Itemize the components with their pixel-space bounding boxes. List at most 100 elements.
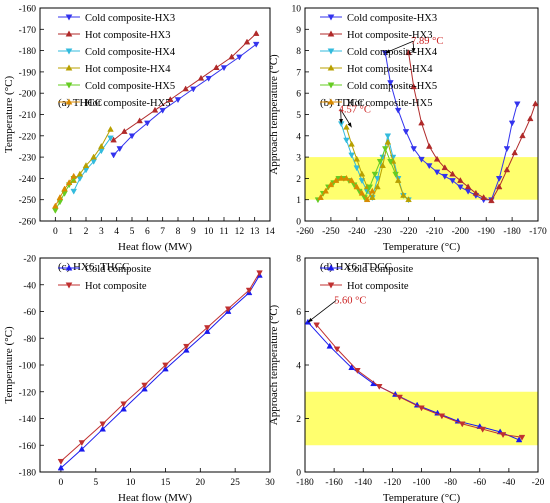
data-point-b-4 — [387, 159, 394, 165]
data-point-b-1 — [441, 164, 449, 171]
panel-b: -260 -250 -240 -230 -220 -210 -200 -190 -180 -170… — [268, 5, 547, 254]
y-tick-label: -220 — [19, 132, 37, 142]
data-point-d-1 — [479, 426, 486, 433]
data-point-b-1 — [480, 194, 487, 200]
data-point-a-1 — [121, 128, 128, 134]
data-point-a-0 — [205, 75, 212, 82]
x-axis-label: Heat flow (MW) — [118, 241, 192, 253]
y-tick-label: -80 — [23, 335, 36, 345]
data-point-b-3 — [379, 162, 386, 168]
data-point-b-0 — [457, 184, 464, 191]
data-point-d-1 — [313, 322, 320, 329]
data-point-c-0 — [203, 328, 211, 334]
legend-label: Hot composite-HX3 — [347, 30, 432, 41]
data-point-d-1 — [518, 434, 526, 441]
data-point-b-5 — [363, 196, 371, 203]
data-point-b-2 — [348, 152, 355, 159]
data-point-b-1 — [503, 166, 511, 173]
x-tick-label: -60 — [473, 478, 486, 488]
data-point-b-1 — [418, 119, 425, 126]
data-point-b-0 — [495, 176, 503, 182]
series-line-c-0 — [60, 275, 260, 469]
data-point-a-2 — [70, 188, 78, 195]
legend-marker — [327, 14, 335, 21]
y-tick-label: -140 — [19, 415, 37, 425]
y-tick-label: 0 — [296, 218, 301, 228]
x-tick-label: 13 — [250, 227, 260, 237]
annotation-arrowhead — [339, 118, 344, 124]
data-point-a-4 — [52, 208, 59, 214]
data-point-b-0 — [410, 146, 418, 153]
x-tick-label: 2 — [84, 227, 89, 237]
data-point-b-3 — [400, 191, 407, 198]
x-tick-label: 5 — [93, 478, 98, 488]
x-tick-label: 1 — [68, 227, 73, 237]
data-point-a-0 — [252, 41, 260, 48]
data-point-b-0 — [402, 129, 410, 136]
data-point-c-1 — [99, 421, 107, 428]
legend-marker — [65, 48, 73, 55]
data-point-a-1 — [228, 53, 235, 60]
data-point-b-2 — [343, 137, 350, 144]
x-tick-label: 11 — [219, 227, 228, 237]
legend-marker — [327, 264, 335, 271]
x-tick-label: -260 — [296, 227, 314, 237]
data-point-a-5 — [65, 179, 73, 186]
legend-marker — [65, 264, 73, 271]
y-tick-label: -260 — [19, 218, 37, 228]
data-point-a-1 — [151, 106, 159, 113]
data-point-a-5 — [61, 185, 68, 192]
legend-marker — [65, 98, 73, 105]
x-tick-label: -180 — [296, 478, 314, 488]
data-point-b-3 — [348, 140, 355, 147]
x-tick-label: -220 — [400, 227, 418, 237]
data-point-d-1 — [458, 421, 466, 428]
data-point-d-1 — [375, 384, 383, 390]
x-tick-label: -230 — [374, 227, 392, 237]
annotation-arrow — [385, 40, 414, 54]
legend-label: Cold composite-HX4 — [347, 47, 438, 58]
data-point-b-1 — [472, 189, 480, 196]
data-point-b-3 — [394, 177, 402, 183]
legend-label: Hot composite-HX3 — [85, 30, 170, 41]
y-tick-label: 0 — [296, 469, 301, 479]
x-tick-label: -140 — [355, 478, 373, 488]
data-point-c-1 — [203, 325, 211, 332]
data-point-b-1 — [464, 183, 472, 190]
legend-label: Cold composite-HX4 — [85, 47, 176, 58]
y-tick-label: -200 — [19, 90, 37, 100]
x-tick-label: -190 — [478, 227, 496, 237]
data-point-c-1 — [256, 270, 263, 277]
annotation-label: 7.89 °C — [411, 36, 443, 47]
x-tick-label: -180 — [503, 227, 521, 237]
y-tick-label: 9 — [296, 26, 301, 36]
legend-label: Hot composite-HX4 — [85, 64, 171, 75]
y-axis-label: Temperature (°C) — [3, 76, 15, 154]
data-point-b-0 — [503, 146, 511, 153]
data-point-a-3 — [98, 142, 105, 149]
legend-label: Cold composite-HX5 — [347, 81, 437, 92]
x-tick-label: -250 — [322, 227, 340, 237]
data-point-b-3 — [353, 155, 361, 162]
data-point-a-1 — [252, 30, 260, 36]
data-point-c-1 — [141, 382, 148, 389]
y-tick-label: 8 — [296, 47, 301, 57]
x-tick-label: 0 — [53, 227, 58, 237]
annotation-arrowhead — [307, 317, 313, 323]
x-tick-label: -120 — [384, 478, 402, 488]
x-tick-label: 6 — [145, 227, 150, 237]
x-tick-label: 14 — [265, 227, 275, 237]
y-tick-label: -240 — [19, 175, 37, 185]
x-tick-label: -240 — [348, 227, 366, 237]
data-point-d-0 — [515, 436, 523, 443]
y-tick-label: 3 — [296, 154, 301, 164]
data-point-b-4 — [376, 159, 384, 165]
series-line-b-1 — [408, 52, 536, 202]
legend-marker — [65, 82, 73, 89]
x-tick-label: 0 — [59, 478, 64, 488]
y-tick-label: -190 — [19, 68, 37, 78]
data-point-b-1 — [449, 170, 456, 177]
data-point-b-2 — [374, 176, 381, 182]
data-point-b-0 — [441, 173, 449, 180]
data-point-a-3 — [90, 153, 97, 160]
